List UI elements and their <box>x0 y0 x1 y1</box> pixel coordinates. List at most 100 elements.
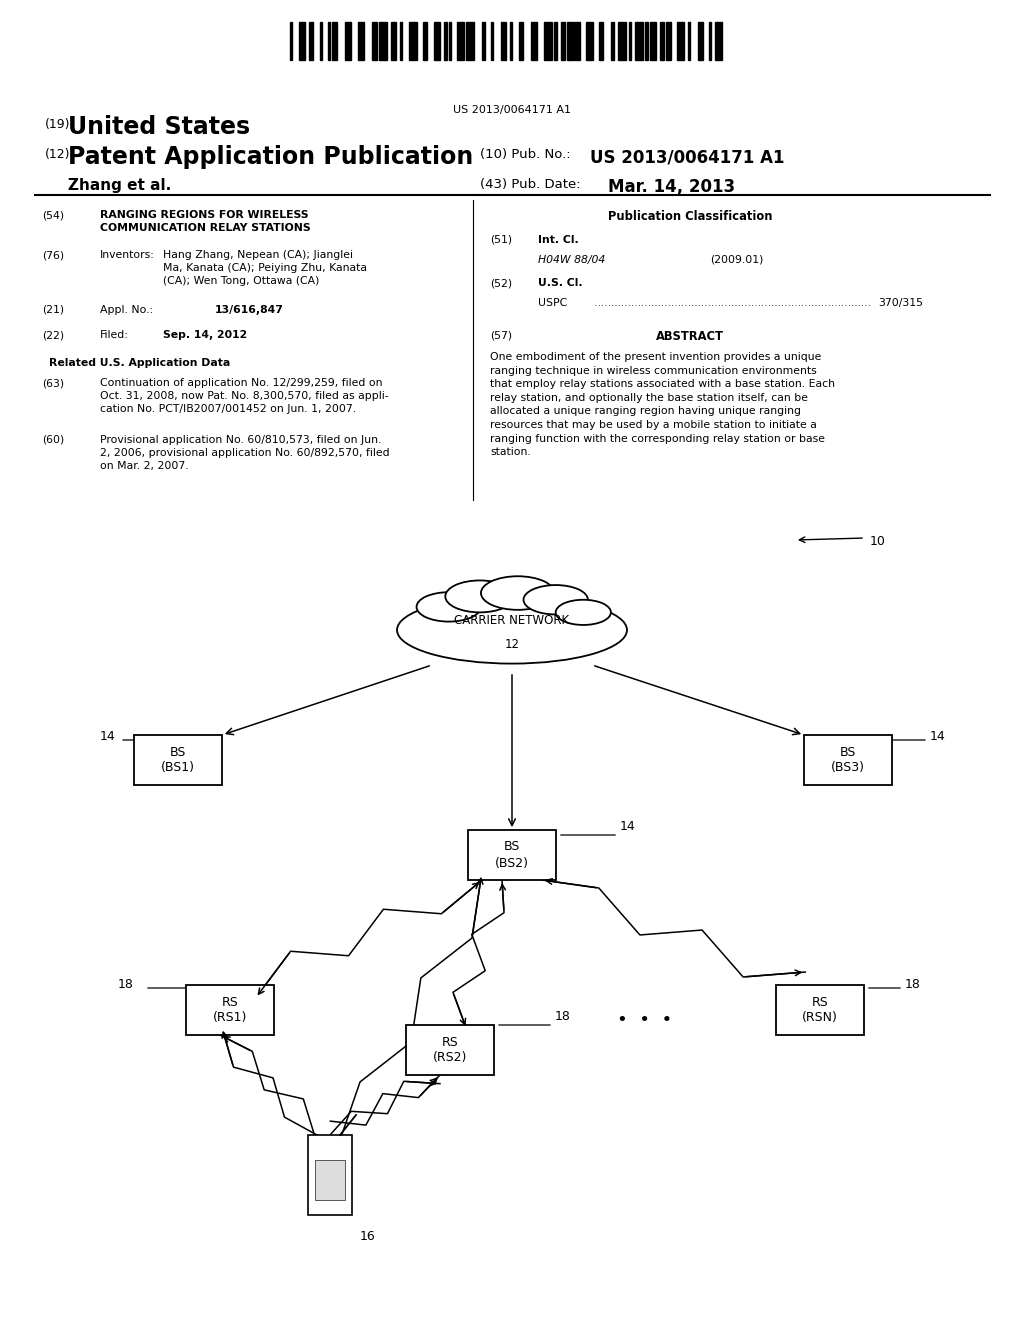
Text: BS
(BS2): BS (BS2) <box>495 841 529 870</box>
Bar <box>630 22 632 59</box>
Text: (21): (21) <box>42 305 65 315</box>
Text: H04W 88/04: H04W 88/04 <box>538 255 605 265</box>
Text: Hang Zhang, Nepean (CA); Jianglei
Ma, Kanata (CA); Peiying Zhu, Kanata
(CA); Wen: Hang Zhang, Nepean (CA); Jianglei Ma, Ka… <box>163 249 367 286</box>
Text: BS
(BS3): BS (BS3) <box>831 746 865 775</box>
Text: 18: 18 <box>905 978 921 991</box>
Text: RS
(RSN): RS (RSN) <box>802 995 838 1024</box>
Text: Zhang et al.: Zhang et al. <box>68 178 171 193</box>
Text: Sep. 14, 2012: Sep. 14, 2012 <box>163 330 247 341</box>
Text: RANGING REGIONS FOR WIRELESS
COMMUNICATION RELAY STATIONS: RANGING REGIONS FOR WIRELESS COMMUNICATI… <box>100 210 310 234</box>
Bar <box>309 22 312 59</box>
Bar <box>379 22 387 59</box>
Bar <box>688 22 690 59</box>
Bar <box>710 22 711 59</box>
Bar <box>134 735 222 785</box>
Text: US 2013/0064171 A1: US 2013/0064171 A1 <box>590 148 784 166</box>
Bar <box>186 985 274 1035</box>
Bar <box>650 22 656 59</box>
Text: Int. Cl.: Int. Cl. <box>538 235 579 246</box>
Text: 370/315: 370/315 <box>878 298 923 308</box>
Text: 14: 14 <box>620 820 636 833</box>
Bar <box>468 830 556 880</box>
Bar <box>466 22 474 59</box>
Bar <box>677 22 684 59</box>
Text: Inventors:: Inventors: <box>100 249 155 260</box>
Text: Mar. 14, 2013: Mar. 14, 2013 <box>608 178 735 195</box>
Bar <box>659 22 664 59</box>
Text: Appl. No.:: Appl. No.: <box>100 305 154 315</box>
Text: •  •  •: • • • <box>617 1011 673 1030</box>
Bar <box>645 22 648 59</box>
Bar <box>345 22 350 59</box>
Bar <box>443 22 447 59</box>
Bar <box>618 22 626 59</box>
Text: BS
(BS1): BS (BS1) <box>161 746 195 775</box>
Text: 13/616,847: 13/616,847 <box>215 305 284 315</box>
Bar <box>358 22 364 59</box>
Text: RS
(RS2): RS (RS2) <box>433 1035 467 1064</box>
Text: (43) Pub. Date:: (43) Pub. Date: <box>480 178 581 191</box>
Text: RS
(RS1): RS (RS1) <box>213 995 247 1024</box>
Text: (60): (60) <box>42 436 65 445</box>
Bar <box>332 22 338 59</box>
Bar <box>804 735 892 785</box>
Text: (63): (63) <box>42 378 65 388</box>
Bar <box>321 22 323 59</box>
Ellipse shape <box>417 593 481 622</box>
Bar <box>328 22 330 59</box>
Bar <box>434 22 440 59</box>
Bar <box>519 22 523 59</box>
Bar <box>574 22 581 59</box>
Bar <box>290 22 292 59</box>
Text: (51): (51) <box>490 235 512 246</box>
Bar <box>308 1135 352 1214</box>
Bar <box>697 22 703 59</box>
Bar <box>406 1026 494 1074</box>
Bar <box>423 22 427 59</box>
Ellipse shape <box>481 577 555 610</box>
Ellipse shape <box>523 585 588 615</box>
Bar <box>481 22 485 59</box>
Bar <box>501 22 506 59</box>
Text: Publication Classification: Publication Classification <box>608 210 772 223</box>
Bar <box>776 985 864 1035</box>
Ellipse shape <box>397 597 627 664</box>
Bar <box>666 22 671 59</box>
Text: One embodiment of the present invention provides a unique
ranging technique in w: One embodiment of the present invention … <box>490 352 835 457</box>
Bar <box>544 22 552 59</box>
Bar <box>510 22 512 59</box>
Bar <box>390 22 396 59</box>
Text: Continuation of application No. 12/299,259, filed on
Oct. 31, 2008, now Pat. No.: Continuation of application No. 12/299,2… <box>100 378 389 414</box>
Text: 14: 14 <box>930 730 946 743</box>
Text: CARRIER NETWORK: CARRIER NETWORK <box>455 614 569 627</box>
Text: (57): (57) <box>490 330 512 341</box>
Text: 16: 16 <box>360 1230 376 1243</box>
Bar <box>457 22 465 59</box>
Ellipse shape <box>556 599 611 624</box>
Bar <box>410 22 417 59</box>
Bar <box>599 22 603 59</box>
Bar <box>635 22 643 59</box>
Text: United States: United States <box>68 115 250 139</box>
Text: (10) Pub. No.:: (10) Pub. No.: <box>480 148 570 161</box>
Bar <box>715 22 722 59</box>
Bar <box>567 22 572 59</box>
Text: (2009.01): (2009.01) <box>710 255 763 265</box>
Text: (12): (12) <box>45 148 71 161</box>
Bar <box>372 22 377 59</box>
Text: (52): (52) <box>490 279 512 288</box>
Text: (22): (22) <box>42 330 65 341</box>
Ellipse shape <box>445 581 514 612</box>
Text: ABSTRACT: ABSTRACT <box>656 330 724 343</box>
Bar <box>492 22 493 59</box>
Bar <box>554 22 557 59</box>
Bar <box>561 22 565 59</box>
Bar <box>400 22 401 59</box>
Text: Filed:: Filed: <box>100 330 129 341</box>
Text: 18: 18 <box>118 978 134 991</box>
Text: 10: 10 <box>870 535 886 548</box>
Bar <box>299 22 305 59</box>
Text: 14: 14 <box>100 730 116 743</box>
Text: Provisional application No. 60/810,573, filed on Jun.
2, 2006, provisional appli: Provisional application No. 60/810,573, … <box>100 436 389 471</box>
Text: (54): (54) <box>42 210 65 220</box>
